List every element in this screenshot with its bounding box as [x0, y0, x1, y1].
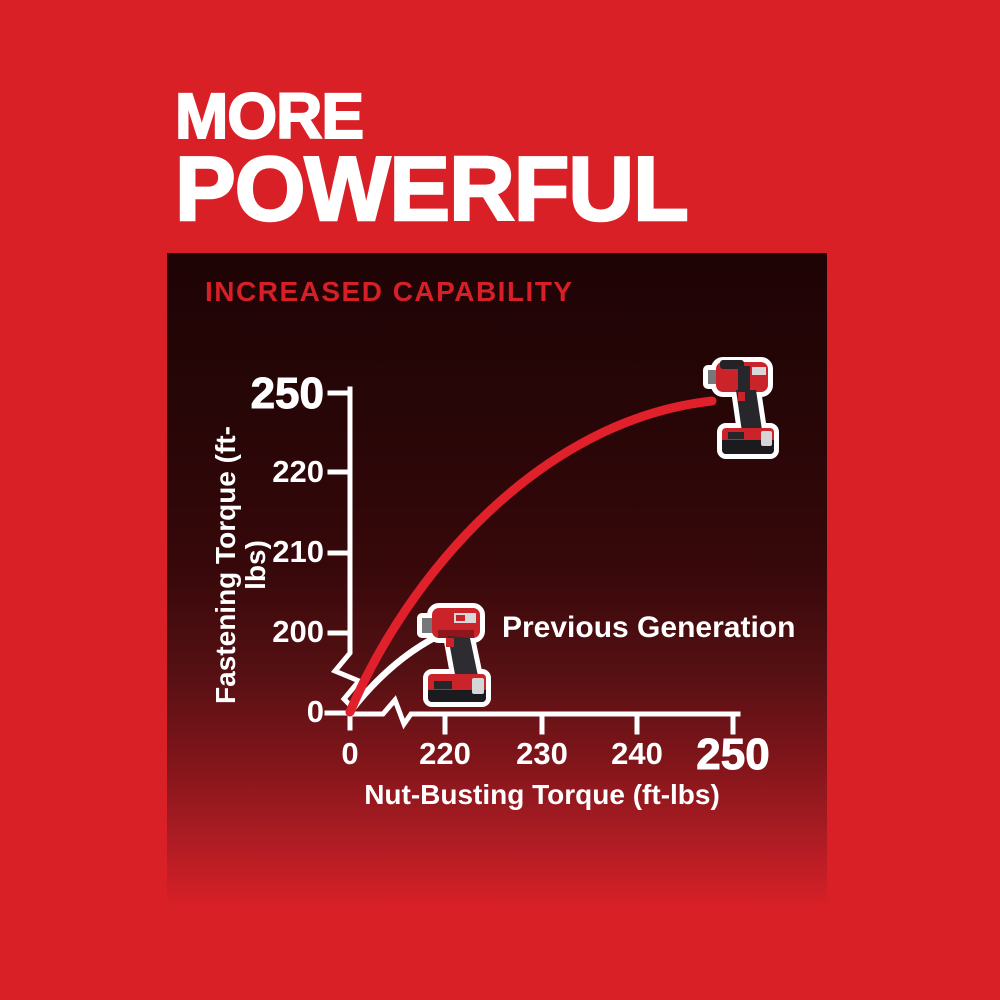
y-axis-tick-label-200: 200 [272, 614, 324, 649]
x-axis-tick-label-220: 220 [419, 736, 471, 771]
headline-more: MORE [174, 80, 365, 152]
y-axis-title: Fastening Torque (ft-lbs) [210, 426, 271, 704]
y-axis-tick-label-220: 220 [272, 454, 324, 489]
x-axis-tick-label-250: 250 [696, 730, 770, 779]
y-axis-tick-label-250: 250 [250, 369, 324, 418]
previous-generation-label: Previous Generation [502, 611, 796, 644]
chart-title: INCREASED CAPABILITY [205, 276, 574, 307]
x-axis-tick-label-240: 240 [611, 736, 663, 771]
headline-powerful: POWERFUL [174, 139, 690, 240]
x-axis-tick-label-230: 230 [516, 736, 568, 771]
y-axis-tick-label-210: 210 [272, 534, 324, 569]
y-axis-tick-label-0: 0 [306, 694, 324, 729]
headline: MORE POWERFUL [174, 80, 690, 240]
x-axis-title: Nut-Busting Torque (ft-lbs) [364, 779, 720, 810]
x-axis-tick-label-0: 0 [341, 736, 359, 771]
